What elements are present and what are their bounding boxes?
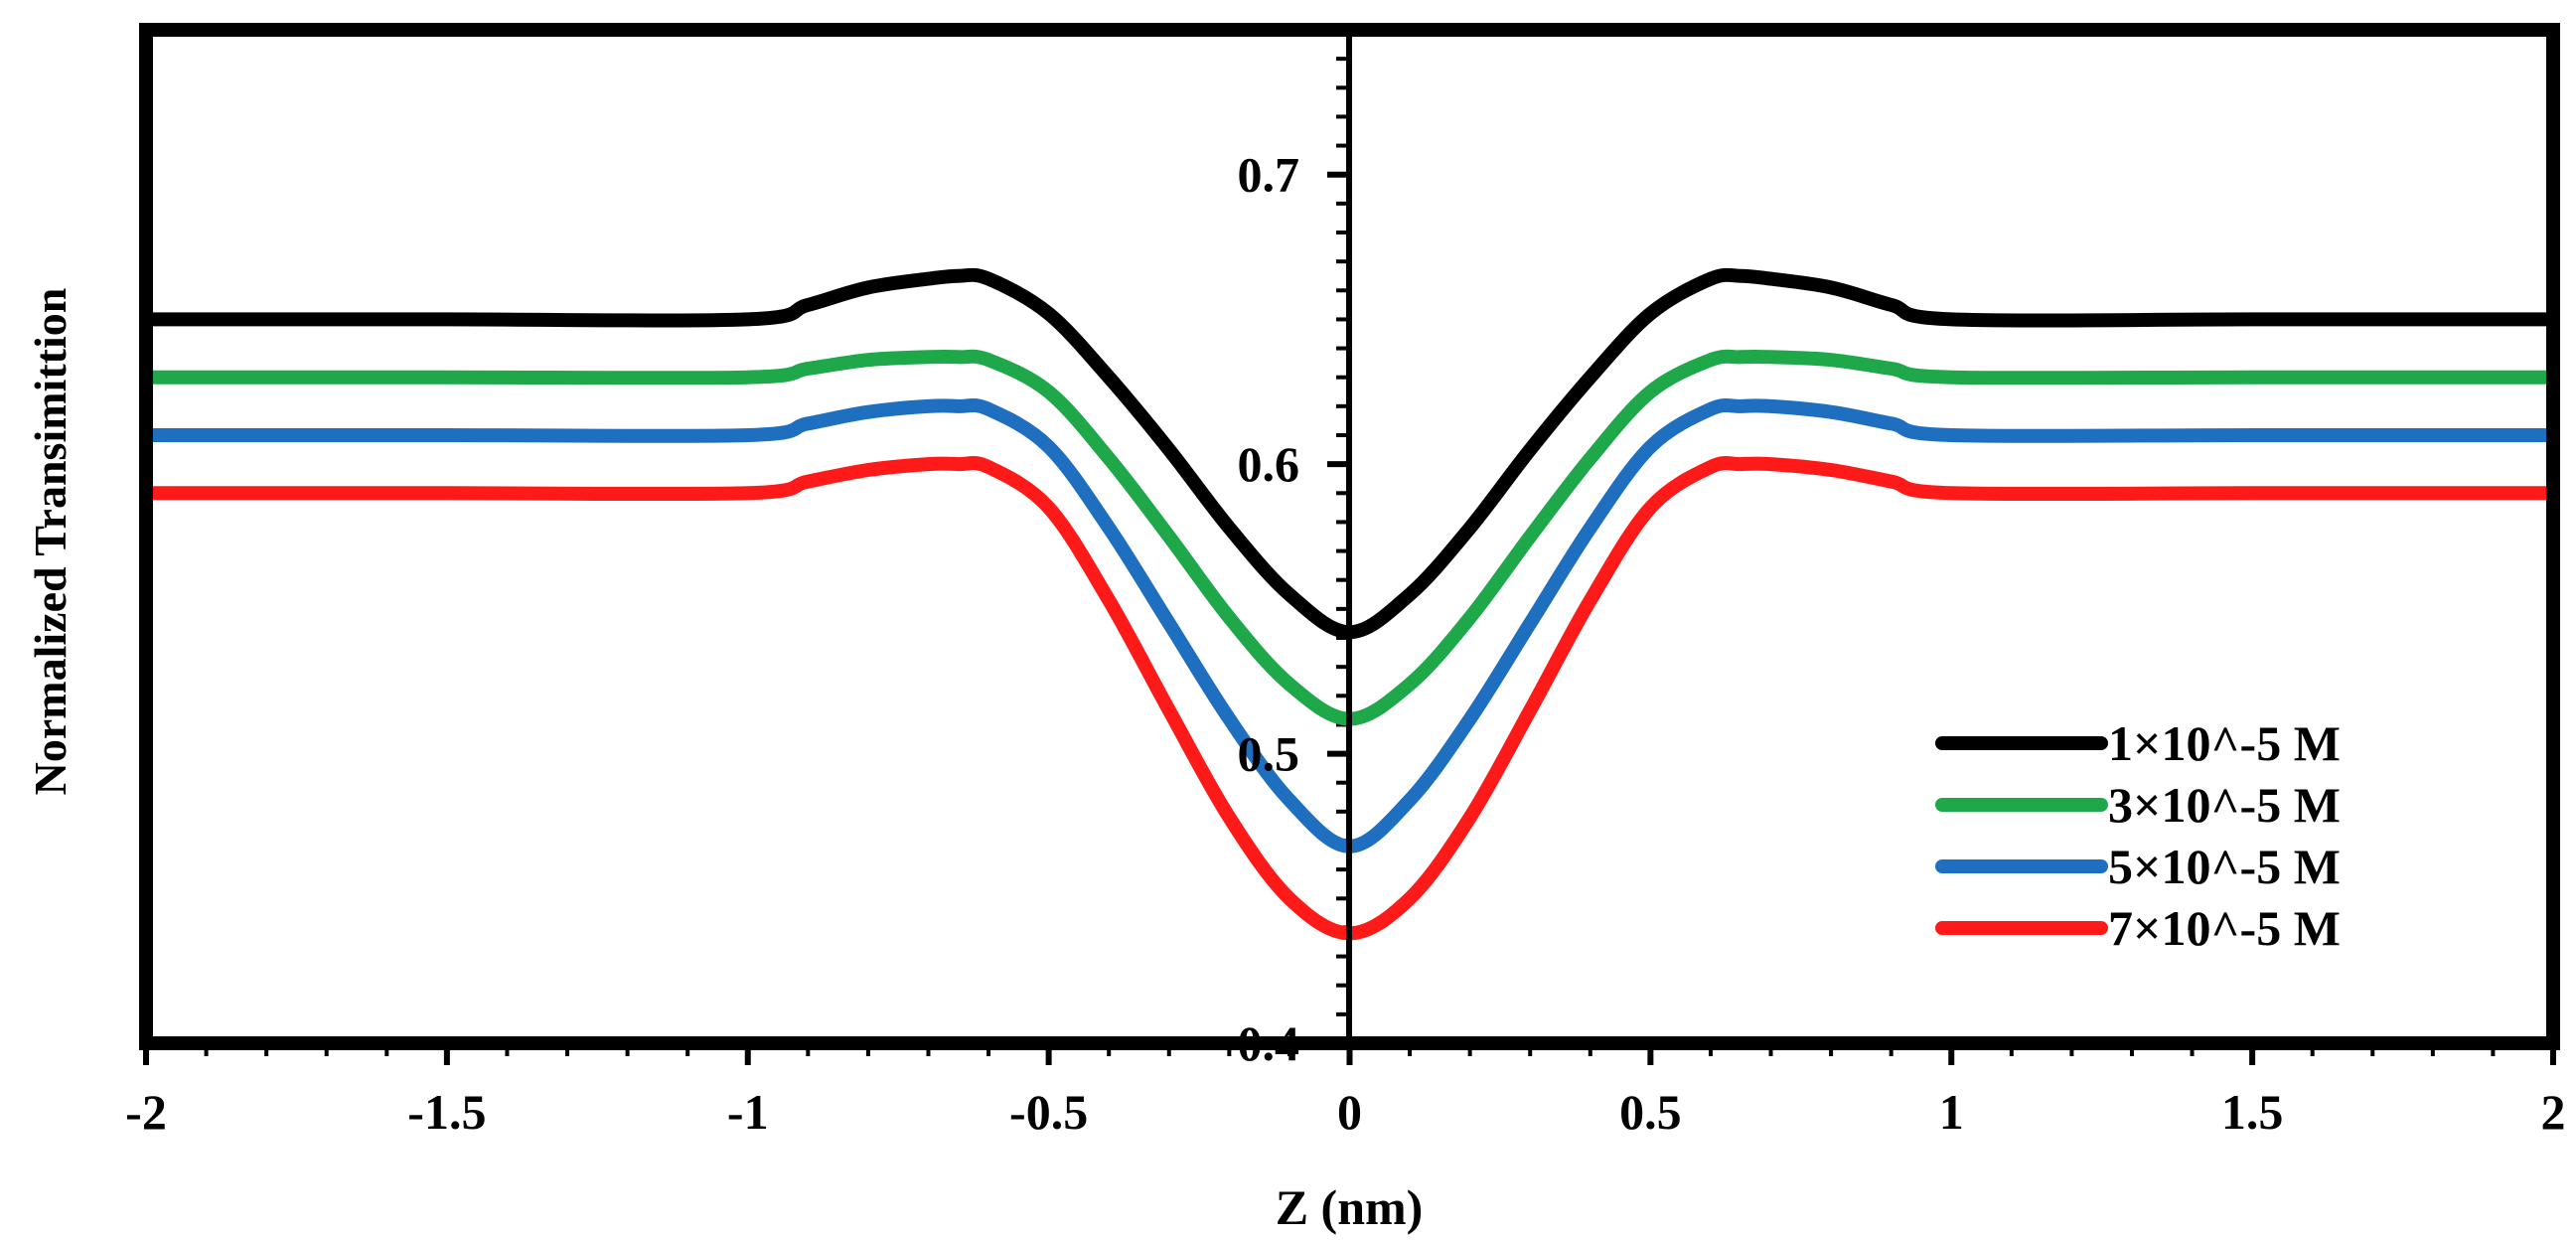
x-tick-label: 1 <box>1939 1084 1964 1140</box>
legend: 1×10^-5 M 3×10^-5 M 5×10^-5 M 7×10^-5 M <box>1935 715 2341 956</box>
x-tick-labels: -2 -1.5 -1 -0.5 0 0.5 1 1.5 2 <box>125 1084 2565 1140</box>
y-tick-label: 0.5 <box>1238 726 1300 782</box>
x-tick-label: 0.5 <box>1619 1084 1682 1140</box>
x-tick-label: 2 <box>2541 1084 2566 1140</box>
x-tick-label: 0 <box>1337 1084 1362 1140</box>
y-tick-labels: 0.4 0.5 0.6 0.7 <box>1238 147 1300 1071</box>
x-tick-label: -1 <box>727 1084 769 1140</box>
legend-label: 3×10^-5 M <box>2108 777 2341 833</box>
x-tick-label: -0.5 <box>1009 1084 1088 1140</box>
legend-label: 7×10^-5 M <box>2108 900 2341 956</box>
x-axis-title: Z (nm) <box>1276 1179 1424 1235</box>
y-axis-title: Normalized Transimittion <box>25 288 76 796</box>
y-axis-ticks <box>1327 28 1349 1046</box>
legend-label: 1×10^-5 M <box>2108 715 2341 771</box>
y-tick-label: 0.4 <box>1238 1015 1300 1071</box>
x-tick-label: -2 <box>125 1084 167 1140</box>
y-tick-label: 0.6 <box>1238 436 1300 492</box>
legend-label: 5×10^-5 M <box>2108 839 2341 894</box>
y-tick-label: 0.7 <box>1238 147 1300 203</box>
x-tick-label: 1.5 <box>2221 1084 2284 1140</box>
x-tick-label: -1.5 <box>407 1084 486 1140</box>
